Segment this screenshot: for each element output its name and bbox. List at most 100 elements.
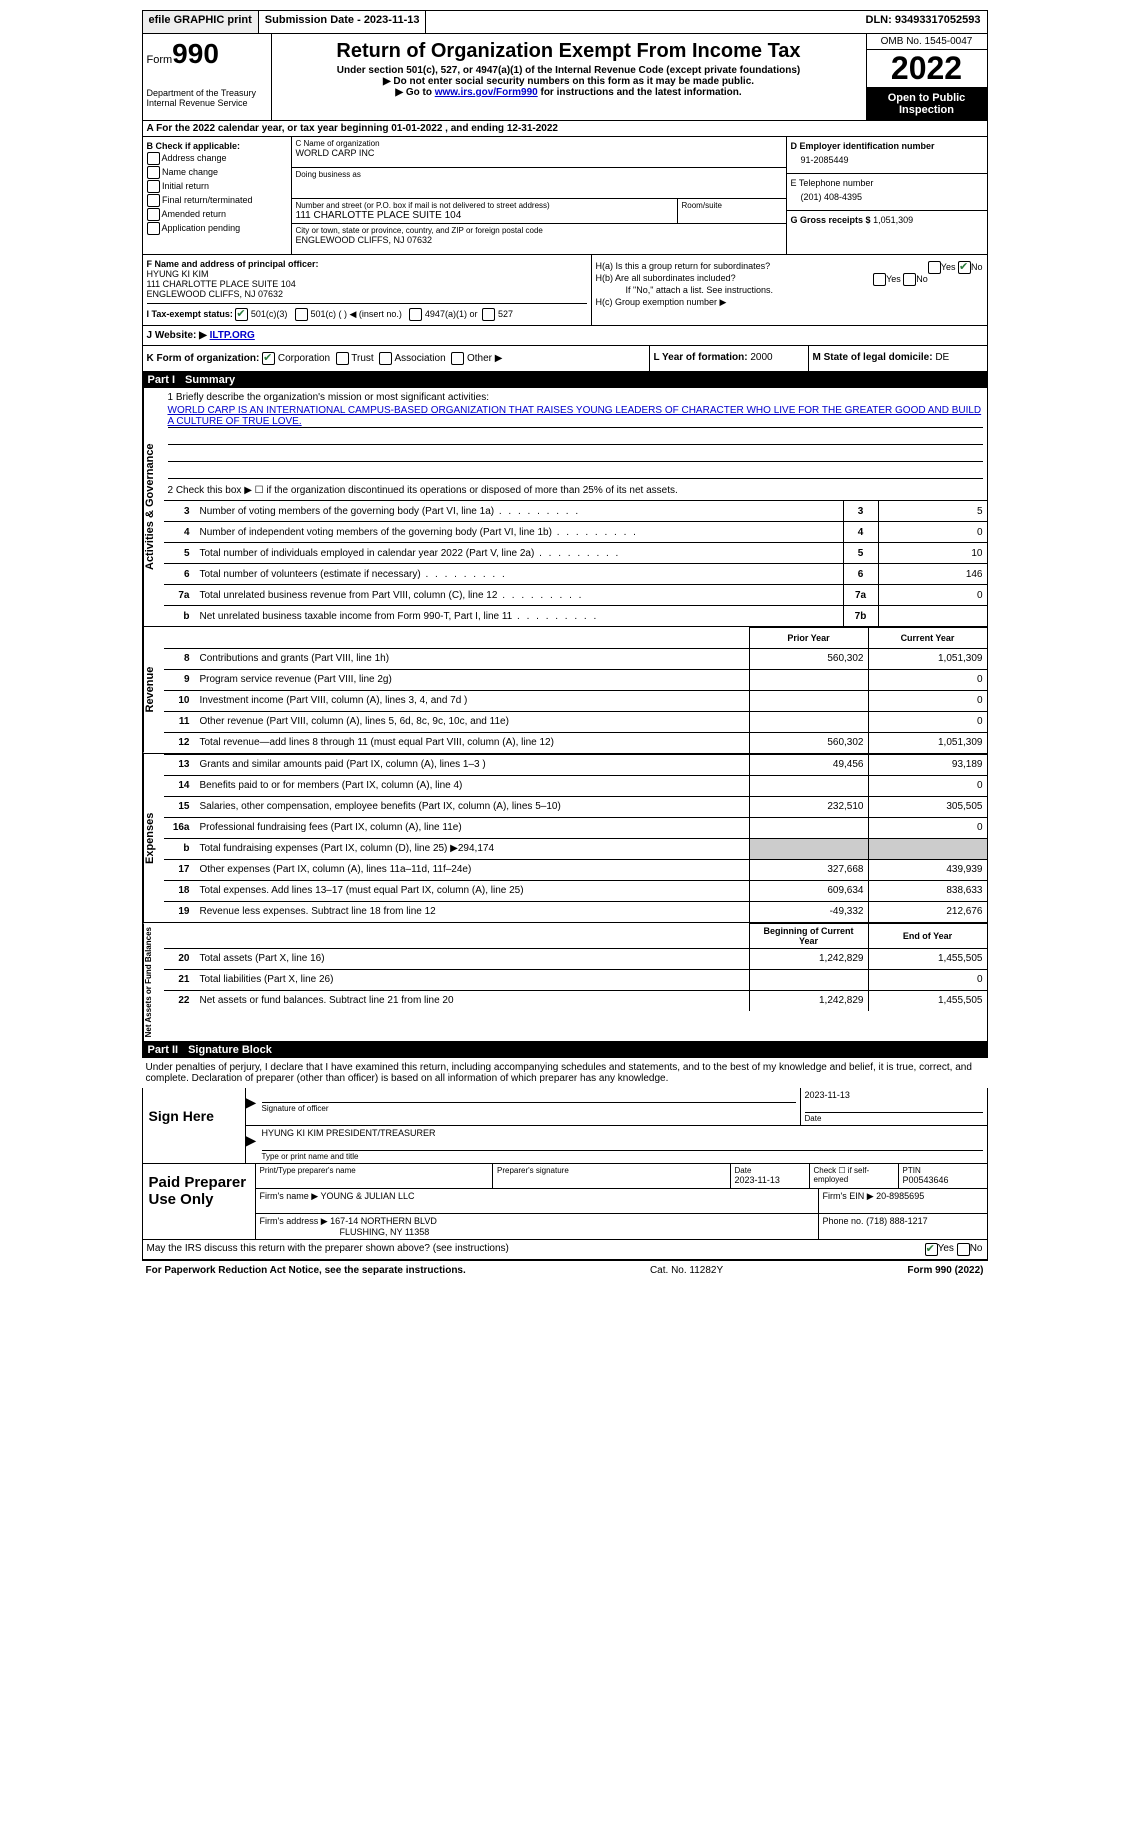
chk-address-change[interactable]: Address change [147,152,287,165]
h-c: H(c) Group exemption number ▶ [596,297,983,308]
opt-4947: 4947(a)(1) or [425,309,478,319]
col-d: D Employer identification number 91-2085… [786,137,987,254]
section-revenue: Revenue Prior Year Current Year8 Contrib… [143,627,987,754]
chk-other[interactable] [451,352,464,365]
header-middle: Return of Organization Exempt From Incom… [272,34,866,120]
blank-line-1 [168,430,983,445]
form-header: Form990 Department of the Treasury Inter… [142,34,988,121]
ein-value: 91-2085449 [791,151,983,169]
chk-501c3[interactable] [235,308,248,321]
hb-no[interactable] [903,273,916,286]
chk-4947[interactable] [409,308,422,321]
line-num: 20 [164,948,196,969]
discuss-yes[interactable] [925,1243,938,1256]
chk-corp[interactable] [262,352,275,365]
section-activities-governance: Activities & Governance 1 Briefly descri… [143,388,987,627]
revenue-table: Prior Year Current Year8 Contributions a… [164,627,987,753]
line-text: Total assets (Part X, line 16) [196,948,750,969]
begin-year-val: 1,242,829 [749,948,868,969]
line-text: Number of independent voting members of … [196,522,844,543]
line-key: 4 [843,522,878,543]
k-label: K Form of organization: [147,353,260,364]
line-text: Benefits paid to or for members (Part IX… [196,775,750,796]
ha-yes[interactable] [928,261,941,274]
chk-app-pending[interactable]: Application pending [147,222,287,235]
line-text: Professional fundraising fees (Part IX, … [196,817,750,838]
line-text: Total revenue—add lines 8 through 11 (mu… [196,732,750,753]
blank-line-2 [168,447,983,462]
prior-year-val [749,817,868,838]
row-j-website: J Website: ▶ ILTP.ORG [142,326,988,346]
line-value: 10 [878,543,987,564]
org-name-row: C Name of organization WORLD CARP INC [292,137,786,168]
current-year-val: 93,189 [868,754,987,775]
ha-no[interactable] [958,261,971,274]
hb-yes[interactable] [873,273,886,286]
l-year: L Year of formation: 2000 [650,346,809,371]
side-label-na: Net Assets or Fund Balances [143,923,164,1041]
opt-corp: Corporation [278,353,330,364]
line-text: Other expenses (Part IX, column (A), lin… [196,859,750,880]
officer-label: F Name and address of principal officer: [147,259,587,269]
tax-year: 2022 [867,50,987,88]
line-text: Investment income (Part VIII, column (A)… [196,690,750,711]
opt-527: 527 [498,309,513,319]
subtitle-2: ▶ Do not enter social security numbers o… [276,76,862,87]
part1-title: Summary [185,374,235,386]
prior-year-hdr: Prior Year [749,628,868,649]
officer-addr2: ENGLEWOOD CLIFFS, NJ 07632 [147,289,587,299]
prep-self-emp[interactable]: Check ☐ if self-employed [810,1164,899,1188]
current-year-val: 1,051,309 [868,648,987,669]
org-name: WORLD CARP INC [296,148,782,158]
prior-year-val: -49,332 [749,901,868,922]
line-num: b [164,606,196,627]
line-num: 11 [164,711,196,732]
mission-text: WORLD CARP IS AN INTERNATIONAL CAMPUS-BA… [168,405,983,428]
website-link[interactable]: ILTP.ORG [210,330,255,341]
current-year-val: 0 [868,690,987,711]
phone-value: (201) 408-4395 [791,188,983,206]
officer-signature[interactable]: Signature of officer [258,1088,801,1125]
chk-name-change[interactable]: Name change [147,166,287,179]
part2-num: Part II [148,1044,179,1056]
line2-text: 2 Check this box ▶ ☐ if the organization… [168,485,983,496]
end-year-val: 1,455,505 [868,990,987,1011]
chk-527[interactable] [482,308,495,321]
line-num: 15 [164,796,196,817]
current-year-hdr: Current Year [868,628,987,649]
row-i: I Tax-exempt status: 501(c)(3) 501(c) ( … [147,303,587,321]
chk-trust[interactable] [336,352,349,365]
discuss-no[interactable] [957,1243,970,1256]
street-address: 111 CHARLOTTE PLACE SUITE 104 [296,210,673,221]
chk-assoc[interactable] [379,352,392,365]
line-value: 146 [878,564,987,585]
current-year-val [868,838,987,859]
h-b: H(b) Are all subordinates included? Yes … [596,273,983,283]
dln: DLN: 93493317052593 [860,11,987,33]
yes-label: Yes [938,1243,954,1256]
begin-year-hdr: Beginning of Current Year [749,923,868,948]
ein-row: D Employer identification number 91-2085… [787,137,987,174]
line-key: 6 [843,564,878,585]
prep-sig[interactable]: Preparer's signature [493,1164,731,1188]
col-c: C Name of organization WORLD CARP INC Do… [292,137,786,254]
current-year-val: 0 [868,775,987,796]
efile-print-button[interactable]: efile GRAPHIC print [143,11,259,33]
prior-year-val [749,690,868,711]
chk-final-return[interactable]: Final return/terminated [147,194,287,207]
line-text: Program service revenue (Part VIII, line… [196,669,750,690]
col-b: B Check if applicable: Address change Na… [143,137,292,254]
line-text: Revenue less expenses. Subtract line 18 … [196,901,750,922]
opt-501c: 501(c) ( ) ◀ (insert no.) [310,309,401,319]
irs-link[interactable]: www.irs.gov/Form990 [435,87,538,98]
line-text: Grants and similar amounts paid (Part IX… [196,754,750,775]
discuss-question: May the IRS discuss this return with the… [147,1243,509,1256]
line-num: 6 [164,564,196,585]
chk-501c[interactable] [295,308,308,321]
chk-initial-return[interactable]: Initial return [147,180,287,193]
ag-table: 3 Number of voting members of the govern… [164,500,987,626]
prior-year-val [749,838,868,859]
chk-amended[interactable]: Amended return [147,208,287,221]
sub3-post: for instructions and the latest informat… [538,87,742,98]
line-num: 3 [164,501,196,522]
